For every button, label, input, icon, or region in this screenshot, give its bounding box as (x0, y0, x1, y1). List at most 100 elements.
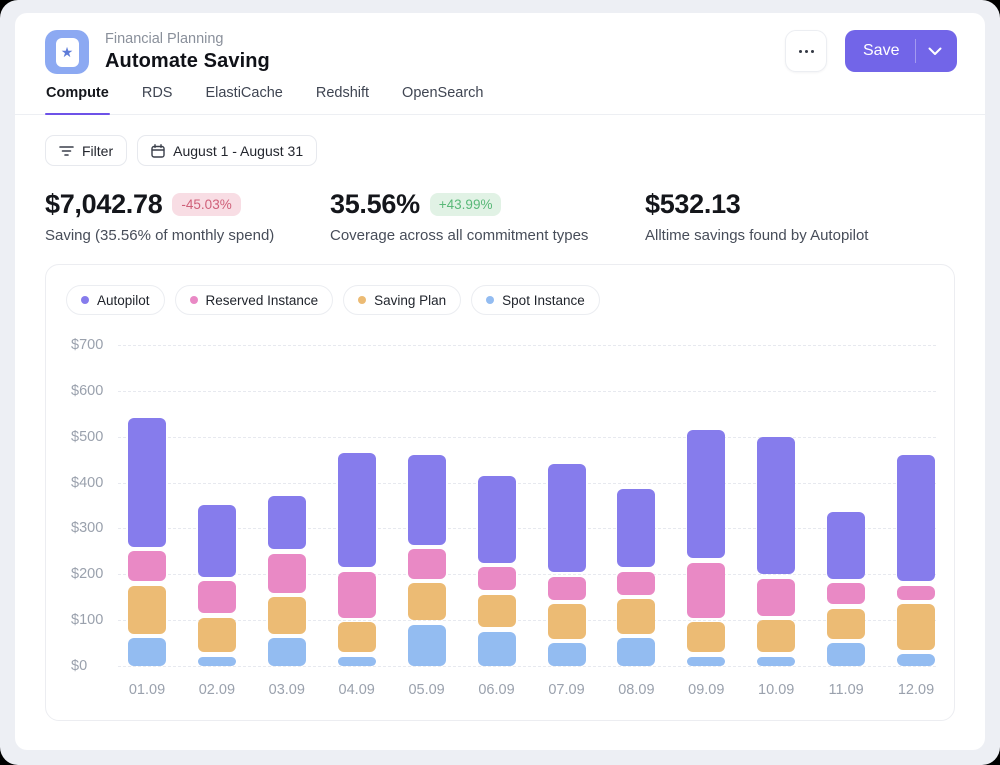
legend-saving-plan[interactable]: Saving Plan (343, 285, 462, 315)
gridline (118, 482, 936, 484)
bar-segment-spot-instance (827, 643, 866, 666)
stat-saving-label: Saving (35.56% of monthly spend) (45, 227, 275, 244)
bar-segment-reserved-instance (757, 578, 796, 616)
app-icon: ★ (45, 30, 89, 74)
save-divider (915, 39, 917, 63)
stat-coverage-value: 35.56% (330, 189, 420, 219)
bar-segment-spot-instance (547, 643, 586, 666)
bar-segment-spot-instance (897, 654, 935, 666)
tab-compute[interactable]: Compute (45, 85, 110, 115)
gridline (118, 436, 936, 438)
more-button[interactable] (785, 30, 827, 72)
gridline (118, 345, 936, 346)
bar-segment-saving-plan (477, 594, 516, 627)
x-axis-tick: 04.09 (338, 682, 375, 698)
legend-autopilot-label: Autopilot (97, 292, 150, 308)
gridline (118, 620, 936, 622)
filter-label: Filter (82, 142, 114, 159)
save-split-button[interactable]: Save (845, 30, 957, 72)
chart-card: Autopilot Reserved Instance Saving Plan … (45, 264, 955, 721)
bar-segment-autopilot (337, 452, 376, 568)
date-range-button[interactable]: August 1 - August 31 (137, 135, 318, 166)
tab-redshift[interactable]: Redshift (315, 85, 370, 101)
legend-saving-plan-label: Saving Plan (374, 292, 447, 308)
y-axis-tick: $0 (71, 658, 88, 674)
bar-segment-reserved-instance (407, 549, 446, 579)
bar-segment-autopilot (617, 489, 656, 568)
bar-segment-reserved-instance (267, 553, 306, 593)
header-actions: Save (785, 30, 957, 72)
bar-segment-reserved-instance (337, 571, 376, 618)
filter-button[interactable]: Filter (45, 135, 128, 166)
x-axis-tick: 05.09 (408, 682, 445, 698)
x-axis-tick: 02.09 (198, 682, 236, 698)
stat-saving: $7,042.78 -45.03% Saving (35.56% of mont… (45, 189, 330, 244)
bar-segment-saving-plan (687, 622, 726, 653)
x-axis-tick: 06.09 (478, 682, 515, 698)
save-button[interactable]: Save (863, 42, 900, 59)
bar-segment-spot-instance (197, 656, 236, 666)
chart-legend: Autopilot Reserved Instance Saving Plan … (46, 265, 954, 315)
bar-segment-reserved-instance (617, 571, 656, 595)
ellipsis-icon (798, 49, 802, 53)
x-axis-tick: 01.09 (128, 682, 166, 698)
bar-segment-saving-plan (897, 604, 935, 650)
x-axis-tick: 11.09 (828, 682, 864, 698)
bar-segment-saving-plan (827, 608, 866, 639)
tab-rds[interactable]: RDS (141, 85, 173, 101)
bar-segment-spot-instance (687, 656, 726, 666)
filter-icon (59, 145, 74, 156)
x-axis-tick: 12.09 (897, 682, 935, 698)
stats-row: $7,042.78 -45.03% Saving (35.56% of mont… (15, 166, 985, 244)
stat-alltime-value: $532.13 (645, 189, 741, 219)
bar-segment-spot-instance (267, 638, 306, 666)
bar-segment-autopilot (687, 429, 726, 559)
header-left: ★ Financial Planning Automate Saving (45, 30, 270, 74)
y-axis-tick: $600 (71, 382, 104, 399)
bar-segment-reserved-instance (547, 576, 586, 600)
stat-saving-badge: -45.03% (172, 193, 241, 216)
bar-segment-autopilot (477, 475, 516, 563)
bar-segment-saving-plan (197, 617, 236, 653)
y-axis-tick: $500 (71, 428, 104, 445)
toolbar: Filter August 1 - August 31 (15, 115, 985, 166)
bar-segment-spot-instance (477, 631, 516, 666)
bar-segment-saving-plan (267, 597, 306, 634)
x-axis-tick: 09.09 (688, 682, 725, 698)
header: ★ Financial Planning Automate Saving Sav… (15, 13, 985, 74)
legend-reserved-instance[interactable]: Reserved Instance (174, 285, 334, 315)
legend-spot-instance[interactable]: Spot Instance (471, 285, 600, 315)
star-icon: ★ (55, 37, 79, 67)
main-card: ★ Financial Planning Automate Saving Sav… (15, 13, 985, 750)
bar-segment-autopilot (757, 436, 796, 575)
bar-segment-saving-plan (757, 620, 796, 653)
bar-segment-spot-instance (337, 656, 376, 666)
bar-segment-autopilot (267, 496, 306, 550)
reserved-instance-dot-icon (189, 296, 198, 304)
gridline (118, 574, 936, 576)
bar-segment-autopilot (897, 455, 935, 582)
bar-segment-saving-plan (617, 599, 656, 634)
bar-segment-autopilot (197, 505, 236, 577)
bar-segment-reserved-instance (477, 567, 516, 591)
stat-coverage: 35.56% +43.99% Coverage across all commi… (330, 189, 645, 244)
tab-elasticache[interactable]: ElastiCache (205, 85, 283, 101)
stat-coverage-badge: +43.99% (429, 193, 502, 216)
spot-instance-dot-icon (486, 296, 495, 304)
saving-plan-dot-icon (358, 296, 367, 304)
gridline (118, 528, 936, 530)
bar-segment-autopilot (547, 464, 586, 572)
x-axis-tick: 03.09 (268, 682, 305, 698)
bar-segment-saving-plan (547, 604, 586, 639)
chevron-down-icon[interactable] (916, 47, 956, 56)
x-axis-tick: 07.09 (548, 682, 585, 698)
bar-segment-autopilot (128, 418, 166, 547)
legend-autopilot[interactable]: Autopilot (66, 285, 165, 315)
y-axis-tick: $300 (71, 520, 104, 537)
bar-segment-reserved-instance (128, 551, 166, 582)
bar-segment-spot-instance (757, 656, 796, 666)
stat-coverage-label: Coverage across all commitment types (330, 227, 589, 244)
tab-opensearch[interactable]: OpenSearch (402, 85, 484, 101)
bar-segment-reserved-instance (897, 585, 935, 600)
